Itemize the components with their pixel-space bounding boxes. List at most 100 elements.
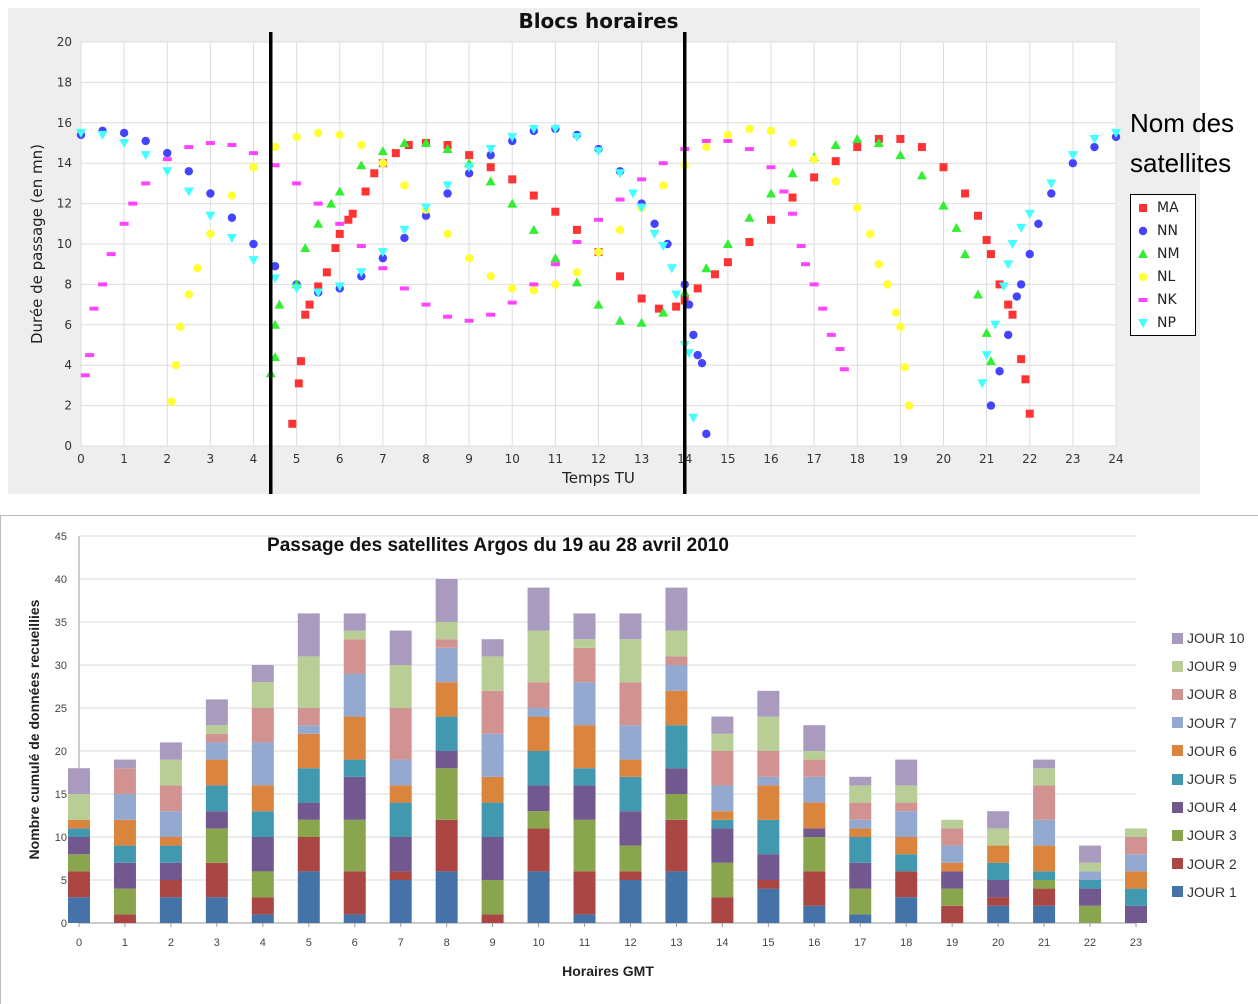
bar-segment-jour-9: [757, 716, 780, 751]
y-tick-label: 18: [57, 75, 72, 89]
data-point-ma: [1004, 300, 1013, 309]
data-point-nm: [636, 317, 647, 327]
bar-segment-jour-8: [251, 708, 274, 743]
data-point-nm: [270, 319, 281, 329]
x-tick-label: 19: [893, 452, 908, 466]
bar-segment-jour-8: [1125, 837, 1147, 855]
data-point-ma: [654, 304, 663, 313]
data-point-nk: [464, 318, 474, 323]
data-point-nn: [1047, 189, 1056, 198]
bar-segment-jour-8: [205, 733, 228, 743]
data-point-nl: [313, 128, 323, 138]
data-point-nl: [357, 140, 366, 150]
bar-segment-jour-6: [113, 819, 136, 846]
data-point-nl: [883, 280, 892, 289]
data-point-ma: [529, 191, 538, 200]
data-point-nl: [891, 308, 901, 317]
data-point-nn: [443, 189, 452, 198]
data-point-ma: [348, 209, 357, 218]
legend-item-jour-10: JOUR 10: [1172, 629, 1245, 647]
data-point-np: [1111, 128, 1121, 138]
bar-segment-jour-1: [389, 880, 412, 923]
bar-segment-jour-10: [665, 587, 688, 631]
x-tick-label: 16: [808, 937, 820, 949]
legend-label: JOUR 4: [1187, 799, 1237, 816]
data-point-nm: [873, 138, 884, 147]
bar-segment-jour-4: [205, 811, 228, 829]
bar-segment-jour-1: [159, 897, 182, 923]
data-point-np: [977, 379, 988, 389]
x-tick-label: 11: [579, 937, 590, 949]
bar-segment-jour-8: [757, 751, 780, 777]
data-point-nm: [507, 198, 518, 208]
data-point-nm: [615, 315, 626, 325]
data-point-nn: [378, 253, 388, 263]
bar-segment-jour-8: [481, 690, 504, 734]
data-point-nk: [637, 177, 647, 182]
bar-segment-jour-6: [343, 716, 366, 760]
y-axis-label: Durée de passage (en mn): [28, 144, 46, 344]
data-point-nl: [658, 181, 668, 190]
data-point-nk: [378, 266, 388, 271]
data-point-ma: [404, 141, 413, 150]
bar-segment-jour-4: [159, 862, 182, 880]
legend-label: JOUR 7: [1187, 714, 1237, 731]
bar-segment-jour-4: [435, 751, 458, 769]
data-point-ma: [344, 215, 353, 224]
legend-item-ma: MA: [1137, 198, 1179, 218]
data-point-nm: [356, 160, 367, 170]
legend-label: MA: [1157, 200, 1179, 216]
data-point-nn: [206, 189, 215, 198]
bar-segment-jour-2: [481, 914, 504, 923]
data-point-nk: [788, 211, 798, 216]
bottom-chart-frame: [0, 515, 1258, 1004]
bar-segment-jour-4: [297, 802, 320, 820]
data-point-nn: [1012, 292, 1022, 301]
bar-segment-jour-6: [573, 725, 596, 769]
data-point-np: [615, 169, 626, 179]
data-point-nm: [938, 200, 949, 210]
bar-segment-jour-7: [527, 708, 550, 717]
bar-segment-jour-9: [159, 759, 182, 786]
x-axis-label: Horaires GMT: [562, 963, 654, 979]
bar-segment-jour-7: [803, 776, 826, 803]
bar-segment-jour-4: [251, 837, 274, 872]
bar-segment-jour-8: [573, 647, 596, 683]
bar-segment-jour-9: [343, 630, 366, 640]
data-point-np: [248, 256, 259, 266]
bar-segment-jour-1: [803, 905, 826, 923]
bar-segment-jour-8: [343, 639, 366, 674]
data-point-ma: [917, 143, 926, 152]
data-point-nk: [184, 145, 194, 150]
bar-segment-jour-1: [205, 897, 228, 923]
bar-segment-jour-1: [619, 880, 642, 923]
bar-segment-jour-3: [573, 819, 596, 872]
bar-segment-jour-10: [205, 699, 228, 726]
bar-segment-jour-2: [159, 880, 182, 898]
bar-segment-jour-6: [251, 785, 274, 812]
data-point-nl: [900, 363, 909, 372]
data-point-np: [571, 132, 582, 142]
data-point-nn: [684, 300, 694, 309]
bar-segment-jour-6: [1033, 845, 1056, 872]
data-point-ma: [508, 175, 517, 184]
data-point-np: [1067, 151, 1078, 161]
bar-segment-jour-9: [205, 725, 228, 734]
data-point-nn: [702, 429, 711, 439]
legend-label: JOUR 8: [1187, 686, 1237, 703]
bar-segment-jour-7: [573, 682, 596, 726]
bar-segment-jour-1: [573, 914, 596, 923]
bar-segment-jour-4: [481, 837, 504, 880]
data-point-np: [291, 284, 302, 294]
data-point-nk: [98, 282, 108, 287]
data-point-nk: [443, 314, 453, 319]
data-point-np: [671, 290, 682, 300]
legend-marker: [1139, 204, 1147, 212]
data-point-nl: [508, 284, 517, 293]
legend-marker: [1138, 226, 1148, 236]
data-point-nl: [292, 132, 301, 142]
bar-segment-jour-9: [1125, 828, 1147, 837]
bar-segment-jour-3: [803, 837, 826, 872]
bar-segment-jour-8: [619, 682, 642, 726]
data-point-nk: [128, 201, 138, 206]
